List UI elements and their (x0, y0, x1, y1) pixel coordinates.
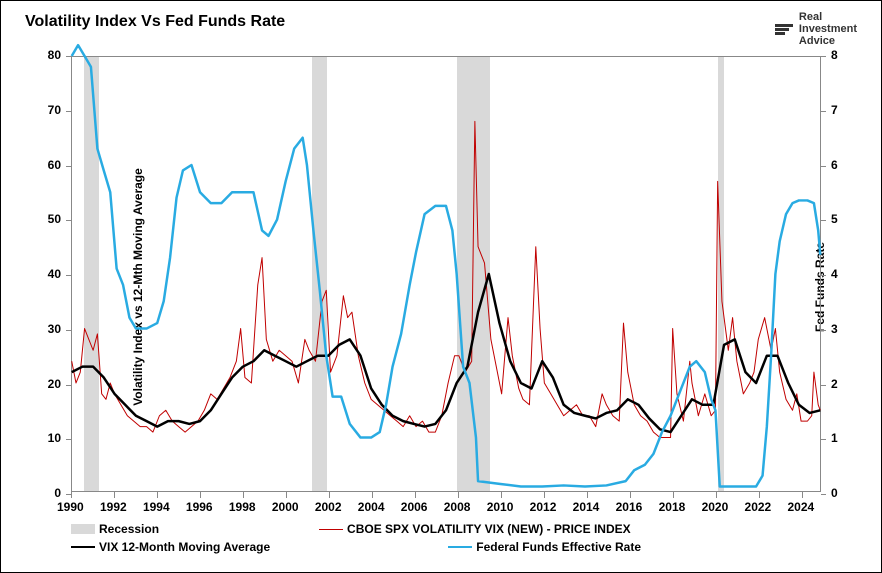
y-right-tick-label: 4 (831, 267, 838, 281)
x-tick-label: 2010 (487, 500, 514, 514)
y-right-tick-label: 1 (831, 431, 838, 445)
chart-lines (71, 56, 821, 492)
x-tick-label: 2018 (659, 500, 686, 514)
y-right-tick-label: 3 (831, 322, 838, 336)
x-tick-label: 1990 (57, 500, 84, 514)
x-tick-label: 2002 (315, 500, 342, 514)
y-left-tick-label: 0 (54, 486, 61, 500)
y-right-tick-label: 7 (831, 103, 838, 117)
logo: Real Investment Advice (775, 11, 857, 47)
y-left-tick-label: 30 (48, 322, 61, 336)
y-left-tick-label: 70 (48, 103, 61, 117)
x-tick-label: 2006 (401, 500, 428, 514)
legend-vix: CBOE SPX VOLATILITY VIX (NEW) - PRICE IN… (319, 522, 631, 536)
x-tick-label: 1994 (143, 500, 170, 514)
chart-container: Volatility Index Vs Fed Funds Rate Real … (1, 1, 881, 572)
x-tick-label: 2008 (444, 500, 471, 514)
chart-title: Volatility Index Vs Fed Funds Rate (25, 13, 285, 31)
fed-line (72, 45, 821, 486)
x-tick-label: 2000 (272, 500, 299, 514)
x-tick-label: 2024 (788, 500, 815, 514)
y-right-tick-label: 8 (831, 48, 838, 62)
y-right-tick-label: 2 (831, 377, 838, 391)
x-tick-label: 2014 (573, 500, 600, 514)
x-tick-label: 1992 (100, 500, 127, 514)
logo-icon (775, 24, 793, 35)
y-left-tick-label: 10 (48, 431, 61, 445)
vix-ma-line (72, 274, 821, 432)
y-right-tick-label: 0 (831, 486, 838, 500)
y-right-tick-label: 5 (831, 212, 838, 226)
x-tick-label: 1996 (186, 500, 213, 514)
y-left-tick-label: 50 (48, 212, 61, 226)
logo-text: Real Investment Advice (799, 11, 857, 47)
y-left-tick-label: 20 (48, 377, 61, 391)
y-left-tick-label: 60 (48, 158, 61, 172)
y-right-tick-label: 6 (831, 158, 838, 172)
x-tick-label: 2022 (745, 500, 772, 514)
legend-fed: Federal Funds Effective Rate (448, 540, 821, 554)
x-tick-label: 1998 (229, 500, 256, 514)
x-tick-label: 2012 (530, 500, 557, 514)
x-tick-label: 2020 (702, 500, 729, 514)
x-tick-label: 2004 (358, 500, 385, 514)
plot-area (71, 56, 821, 492)
legend-vix-ma: VIX 12-Month Moving Average (71, 540, 270, 554)
legend-recession: Recession (71, 522, 159, 536)
y-left-tick-label: 40 (48, 267, 61, 281)
y-left-tick-label: 80 (48, 48, 61, 62)
x-tick-label: 2016 (616, 500, 643, 514)
legend: Recession CBOE SPX VOLATILITY VIX (NEW) … (71, 522, 821, 554)
